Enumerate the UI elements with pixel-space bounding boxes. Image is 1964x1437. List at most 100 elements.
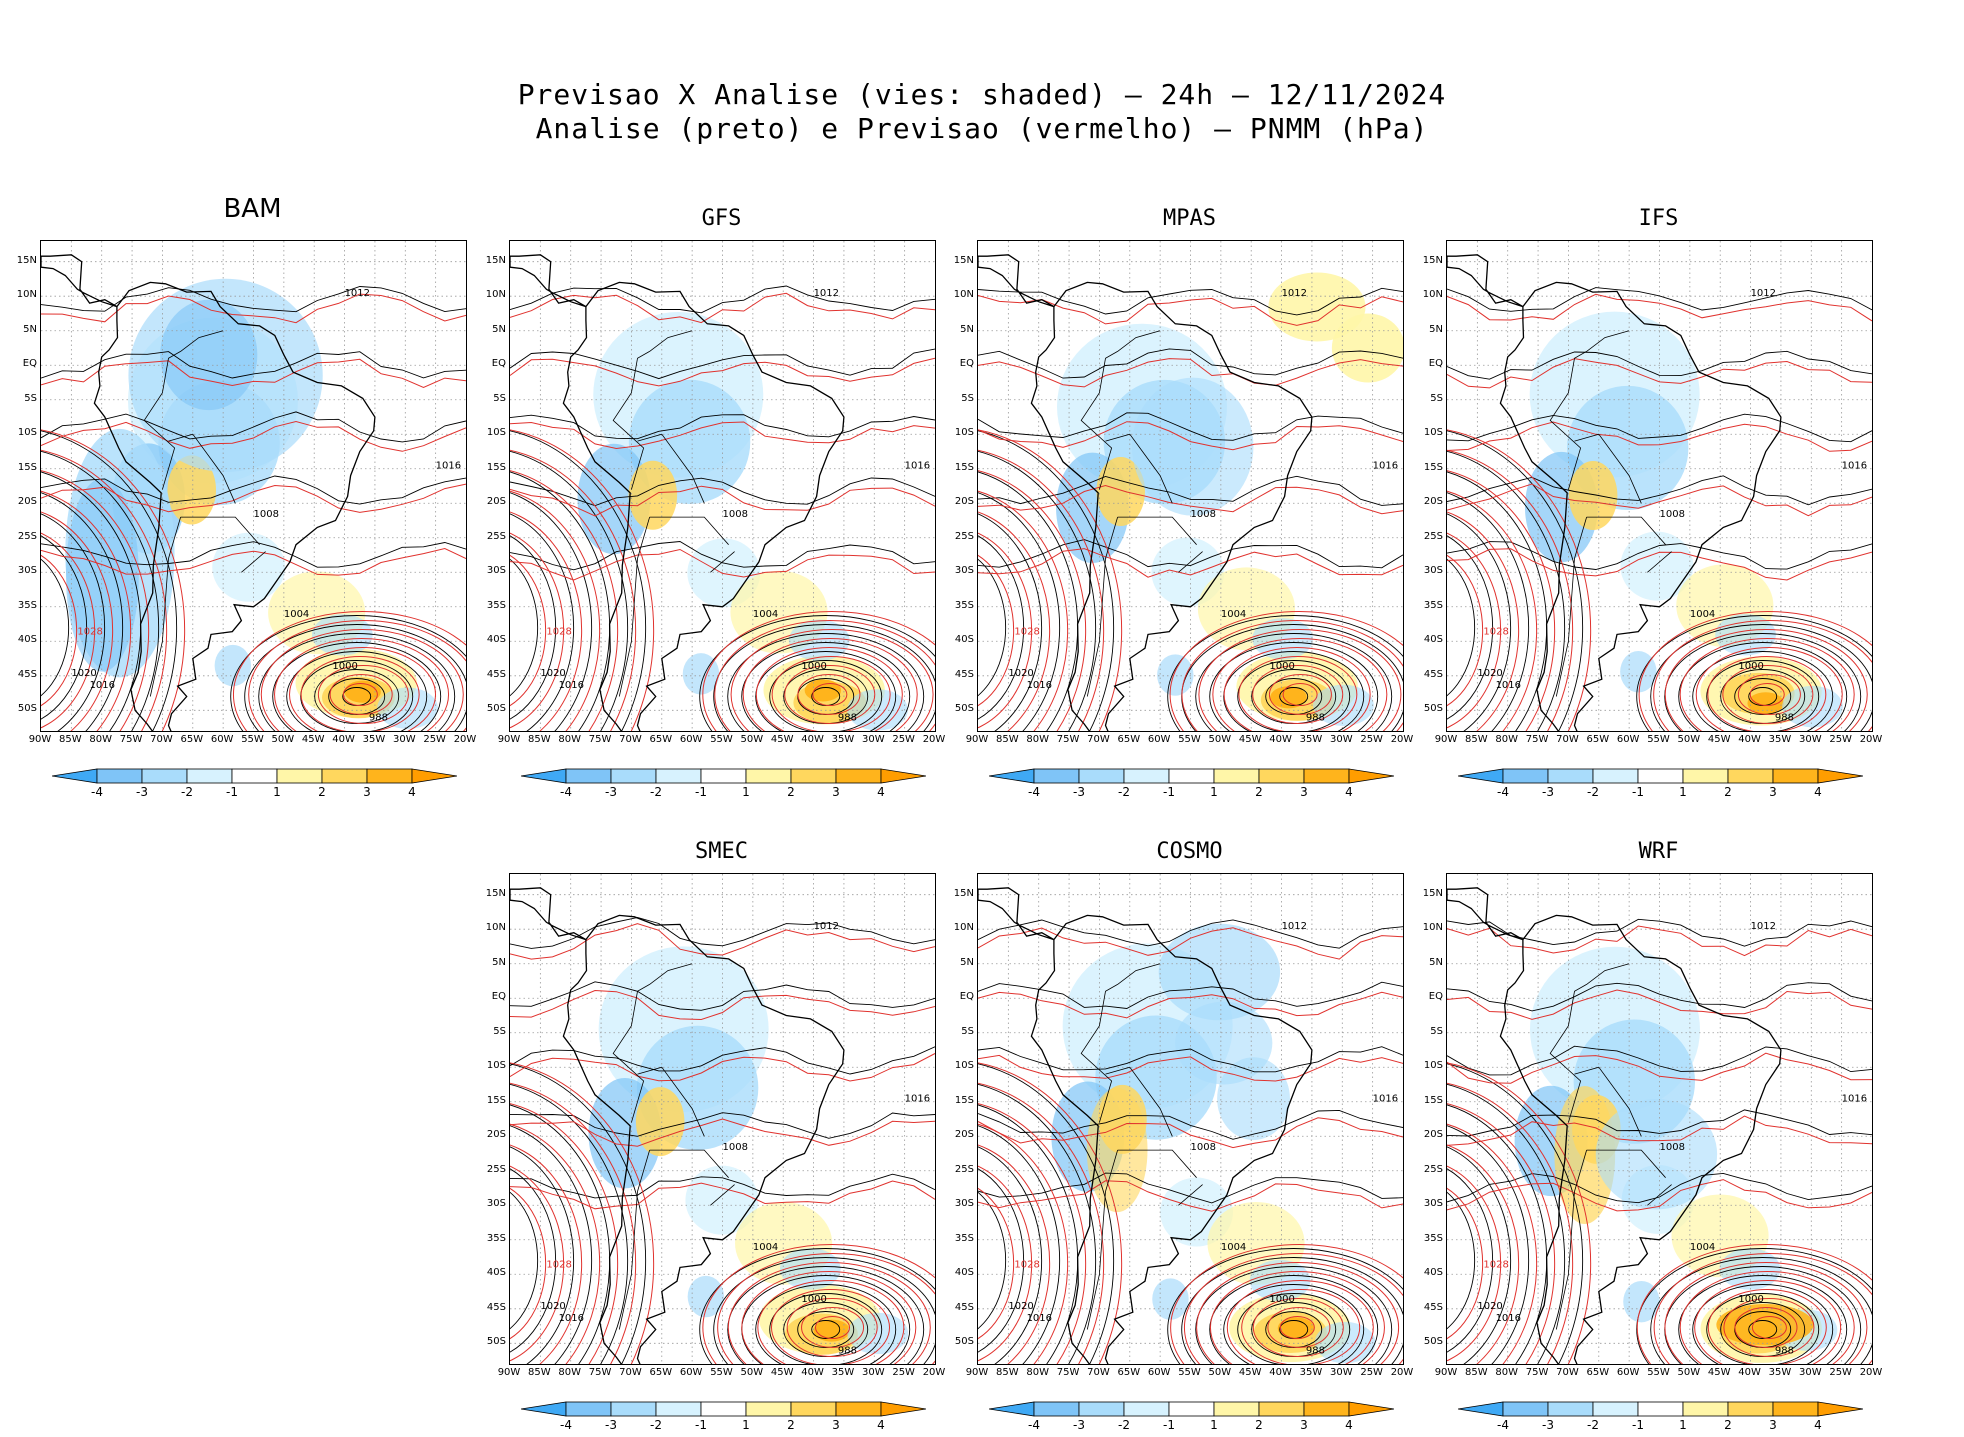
- lon-tick-label: 40W: [801, 1367, 824, 1378]
- lat-tick-label: 45S: [17, 668, 37, 680]
- colorbar-swatch: [1303, 768, 1350, 784]
- lon-tick-label: 60W: [210, 734, 234, 745]
- colorbar-swatch: [321, 768, 368, 784]
- lat-tick-label: 10S: [1423, 1060, 1443, 1072]
- colorbar-swatch: [1727, 768, 1774, 784]
- lat-tick-label: 10S: [486, 1060, 506, 1072]
- forecast-isobars: [978, 295, 1403, 731]
- colorbar-tick-label: 1: [1210, 1418, 1218, 1432]
- lon-tick-label: 60W: [1147, 734, 1171, 745]
- lon-tick-label: 60W: [1616, 1367, 1640, 1378]
- lon-tick-label: 40W: [801, 734, 824, 745]
- colorbar-tick-label: 3: [1300, 1418, 1308, 1432]
- colorbar-tick-label: 2: [787, 785, 795, 799]
- isobar-label: 1016: [1373, 1094, 1398, 1105]
- lon-tick-label: 85W: [59, 734, 82, 745]
- lon-tick-label: 30W: [861, 1367, 885, 1378]
- colorbar-swatch: [1168, 1401, 1215, 1417]
- colorbar-swatch: [1592, 1401, 1639, 1417]
- lon-tick-label: 85W: [1465, 1367, 1488, 1378]
- colorbar-swatch: [880, 768, 927, 784]
- coastline: [41, 254, 376, 731]
- colorbar: -4 -3 -2 -1 1 2 3 4: [51, 768, 458, 804]
- lat-tick-label: 40S: [486, 634, 506, 646]
- isobar-label: 1008: [1660, 1142, 1685, 1153]
- isobar-label: 1016: [559, 1313, 584, 1324]
- colorbar-swatch: [1258, 1401, 1305, 1417]
- lat-tick-label: EQ: [959, 991, 974, 1003]
- isobar-label: 1028: [1483, 1259, 1508, 1270]
- lon-tick-label: 45W: [770, 734, 794, 745]
- lon-tick-label: 45W: [1707, 734, 1731, 745]
- lat-tick-label: 5S: [493, 392, 506, 404]
- isobar-label: 1016: [436, 461, 461, 472]
- forecast-isobars: [510, 292, 935, 731]
- colorbar: -4 -3 -2 -1 1 2 3 4: [1457, 768, 1864, 804]
- isobar-label: 1012: [1282, 921, 1307, 932]
- country-borders: [1549, 330, 1672, 697]
- colorbar-swatch: [700, 768, 747, 784]
- colorbar-tick-label: -3: [136, 785, 148, 799]
- colorbar-tick-label: 1: [1210, 785, 1218, 799]
- lat-tick-label: 5S: [24, 392, 37, 404]
- lon-tick-label: 45W: [770, 1367, 794, 1378]
- coastline: [978, 887, 1313, 1364]
- isobar-label: 1020: [1008, 1301, 1033, 1312]
- lat-tick-label: 5S: [961, 392, 974, 404]
- lon-tick-label: 75W: [588, 734, 612, 745]
- lat-tick-label: 15S: [486, 1094, 506, 1106]
- lon-tick-label: 25W: [1829, 734, 1852, 745]
- lon-tick-label: 40W: [1269, 1367, 1292, 1378]
- colorbar-tick-label: 4: [408, 785, 416, 799]
- colorbar-swatch: [1547, 768, 1594, 784]
- lon-tick-label: 75W: [1056, 734, 1080, 745]
- lat-tick-label: 10N: [953, 922, 974, 934]
- colorbar-tick-label: 2: [318, 785, 326, 799]
- lat-tick-label: 5N: [960, 323, 974, 335]
- colorbar-swatch: [790, 1401, 837, 1417]
- colorbar-tick-label: -2: [181, 785, 193, 799]
- colorbar-tick-label: 2: [1255, 785, 1263, 799]
- isobar-label: 1028: [1483, 626, 1508, 637]
- lon-tick-label: 50W: [1208, 734, 1232, 745]
- lon-tick-label: 30W: [1798, 734, 1822, 745]
- lon-tick-label: 30W: [861, 734, 885, 745]
- lat-tick-label: 30S: [954, 565, 974, 577]
- lat-tick-label: 45S: [1423, 668, 1443, 680]
- colorbar-swatch: [1502, 768, 1549, 784]
- panel-title: COSMO: [1156, 839, 1223, 864]
- colorbar-tick-label: -2: [650, 785, 662, 799]
- colorbar-swatch: [1682, 1401, 1729, 1417]
- colorbar-tick-label: 4: [877, 785, 885, 799]
- lat-tick-label: 15S: [954, 461, 974, 473]
- colorbar-tick-label: 2: [1255, 1418, 1263, 1432]
- lat-tick-label: 25S: [17, 530, 37, 542]
- model-panel: WRF 1028 1020 1016 1012 1016 988 1000 1008 1004 15…: [1423, 839, 1883, 1432]
- lat-tick-label: 35S: [1423, 599, 1443, 611]
- lon-tick-label: 80W: [1026, 734, 1050, 745]
- lon-tick-label: 35W: [831, 1367, 855, 1378]
- lon-tick-label: 25W: [1829, 1367, 1852, 1378]
- lon-tick-label: 25W: [892, 734, 915, 745]
- colorbar-swatch: [1772, 1401, 1819, 1417]
- colorbar-swatch: [1817, 768, 1864, 784]
- lon-tick-label: 20W: [1859, 1367, 1883, 1378]
- lon-tick-label: 40W: [1269, 734, 1292, 745]
- colorbar: -4 -3 -2 -1 1 2 3 4: [520, 1401, 927, 1437]
- lon-tick-label: 60W: [1147, 1367, 1171, 1378]
- lat-tick-label: 15N: [16, 254, 37, 266]
- colorbar-tick-label: 1: [1679, 1418, 1687, 1432]
- lon-tick-label: 70W: [150, 734, 173, 745]
- lat-tick-label: 25S: [954, 530, 974, 542]
- lat-tick-label: 50S: [1423, 1336, 1443, 1348]
- colorbar-tick-label: -1: [695, 785, 707, 799]
- lon-tick-label: 50W: [740, 734, 764, 745]
- lat-tick-label: 35S: [954, 1232, 974, 1244]
- country-borders: [1549, 963, 1672, 1330]
- lon-tick-label: 70W: [619, 1367, 642, 1378]
- isobar-label: 1012: [814, 921, 839, 932]
- panel-title: SMEC: [695, 839, 748, 864]
